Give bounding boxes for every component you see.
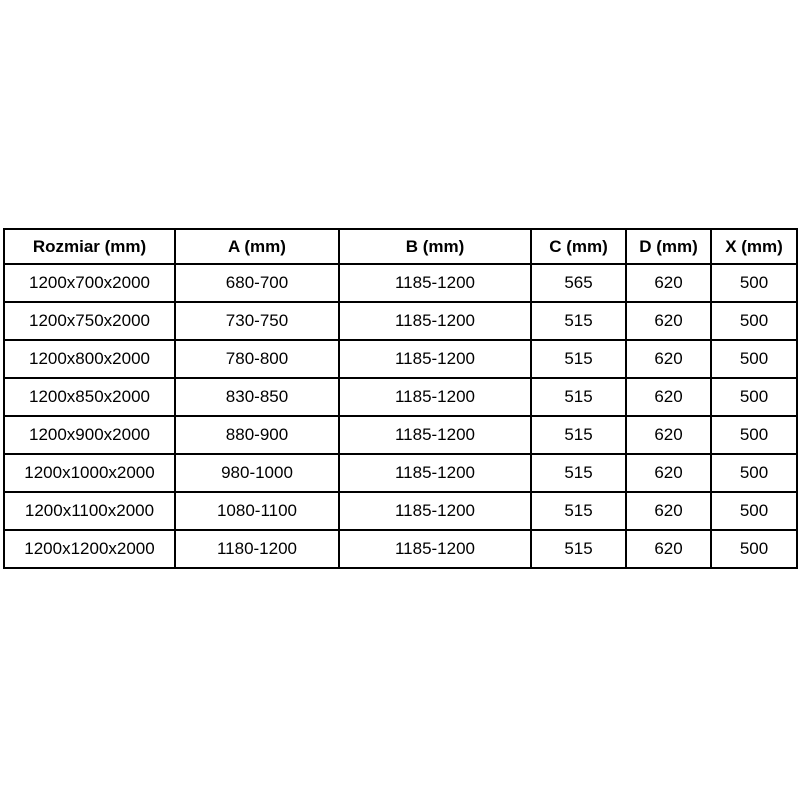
- table-cell: 620: [625, 415, 712, 455]
- table-cell: 1200x1200x2000: [3, 529, 176, 569]
- table-cell: 1080-1100: [174, 491, 340, 531]
- table-cell: 500: [710, 377, 798, 417]
- table-cell: 1200x1100x2000: [3, 491, 176, 531]
- table-row: 1200x850x2000 830-850 1185-1200 515 620 500: [3, 377, 798, 417]
- table-row: 1200x750x2000 730-750 1185-1200 515 620 500: [3, 301, 798, 341]
- table-cell: 515: [530, 377, 627, 417]
- table-cell: 515: [530, 415, 627, 455]
- table-header: Rozmiar (mm) A (mm) B (mm) C (mm) D (mm) X (m…: [3, 228, 798, 265]
- table-cell: 620: [625, 491, 712, 531]
- table-cell: 1185-1200: [338, 529, 532, 569]
- table-cell: 515: [530, 491, 627, 531]
- table-row: 1200x800x2000 780-800 1185-1200 515 620 500: [3, 339, 798, 379]
- table-cell: 780-800: [174, 339, 340, 379]
- column-header: Rozmiar (mm): [3, 228, 176, 265]
- table-cell: 1185-1200: [338, 377, 532, 417]
- header-row: Rozmiar (mm) A (mm) B (mm) C (mm) D (mm) X (m…: [3, 228, 798, 265]
- column-header: D (mm): [625, 228, 712, 265]
- table-cell: 1185-1200: [338, 415, 532, 455]
- table-cell: 500: [710, 491, 798, 531]
- column-header: A (mm): [174, 228, 340, 265]
- table-cell: 1200x700x2000: [3, 263, 176, 303]
- table-cell: 1200x850x2000: [3, 377, 176, 417]
- table-cell: 880-900: [174, 415, 340, 455]
- table-cell: 1185-1200: [338, 339, 532, 379]
- table-cell: 565: [530, 263, 627, 303]
- table-cell: 1180-1200: [174, 529, 340, 569]
- table-row: 1200x1100x2000 1080-1100 1185-1200 515 620 50…: [3, 491, 798, 531]
- table-cell: 620: [625, 529, 712, 569]
- table-row: 1200x700x2000 680-700 1185-1200 565 620 500: [3, 263, 798, 303]
- table-cell: 980-1000: [174, 453, 340, 493]
- table-cell: 730-750: [174, 301, 340, 341]
- table-body: 1200x700x2000 680-700 1185-1200 565 620 500 12…: [3, 263, 798, 569]
- table-cell: 515: [530, 529, 627, 569]
- table-cell: 1200x900x2000: [3, 415, 176, 455]
- table-row: 1200x900x2000 880-900 1185-1200 515 620 500: [3, 415, 798, 455]
- table-cell: 1185-1200: [338, 491, 532, 531]
- table-cell: 1200x800x2000: [3, 339, 176, 379]
- table-cell: 1200x750x2000: [3, 301, 176, 341]
- table-cell: 515: [530, 301, 627, 341]
- table-cell: 1185-1200: [338, 263, 532, 303]
- table-cell: 1185-1200: [338, 301, 532, 341]
- table-cell: 515: [530, 339, 627, 379]
- table-row: 1200x1200x2000 1180-1200 1185-1200 515 620 50…: [3, 529, 798, 569]
- table-cell: 620: [625, 301, 712, 341]
- table-cell: 1200x1000x2000: [3, 453, 176, 493]
- table-cell: 620: [625, 377, 712, 417]
- column-header: B (mm): [338, 228, 532, 265]
- table-cell: 500: [710, 453, 798, 493]
- table-cell: 620: [625, 339, 712, 379]
- table-cell: 500: [710, 339, 798, 379]
- table-cell: 500: [710, 301, 798, 341]
- column-header: C (mm): [530, 228, 627, 265]
- table-cell: 500: [710, 529, 798, 569]
- table-cell: 680-700: [174, 263, 340, 303]
- table-cell: 515: [530, 453, 627, 493]
- table-cell: 500: [710, 263, 798, 303]
- table-cell: 500: [710, 415, 798, 455]
- column-header: X (mm): [710, 228, 798, 265]
- size-table: Rozmiar (mm) A (mm) B (mm) C (mm) D (mm) X (m…: [3, 228, 798, 569]
- size-table-container: Rozmiar (mm) A (mm) B (mm) C (mm) D (mm) X (m…: [3, 228, 798, 569]
- table-cell: 620: [625, 453, 712, 493]
- table-cell: 830-850: [174, 377, 340, 417]
- table-row: 1200x1000x2000 980-1000 1185-1200 515 620 500: [3, 453, 798, 493]
- table-cell: 1185-1200: [338, 453, 532, 493]
- table-cell: 620: [625, 263, 712, 303]
